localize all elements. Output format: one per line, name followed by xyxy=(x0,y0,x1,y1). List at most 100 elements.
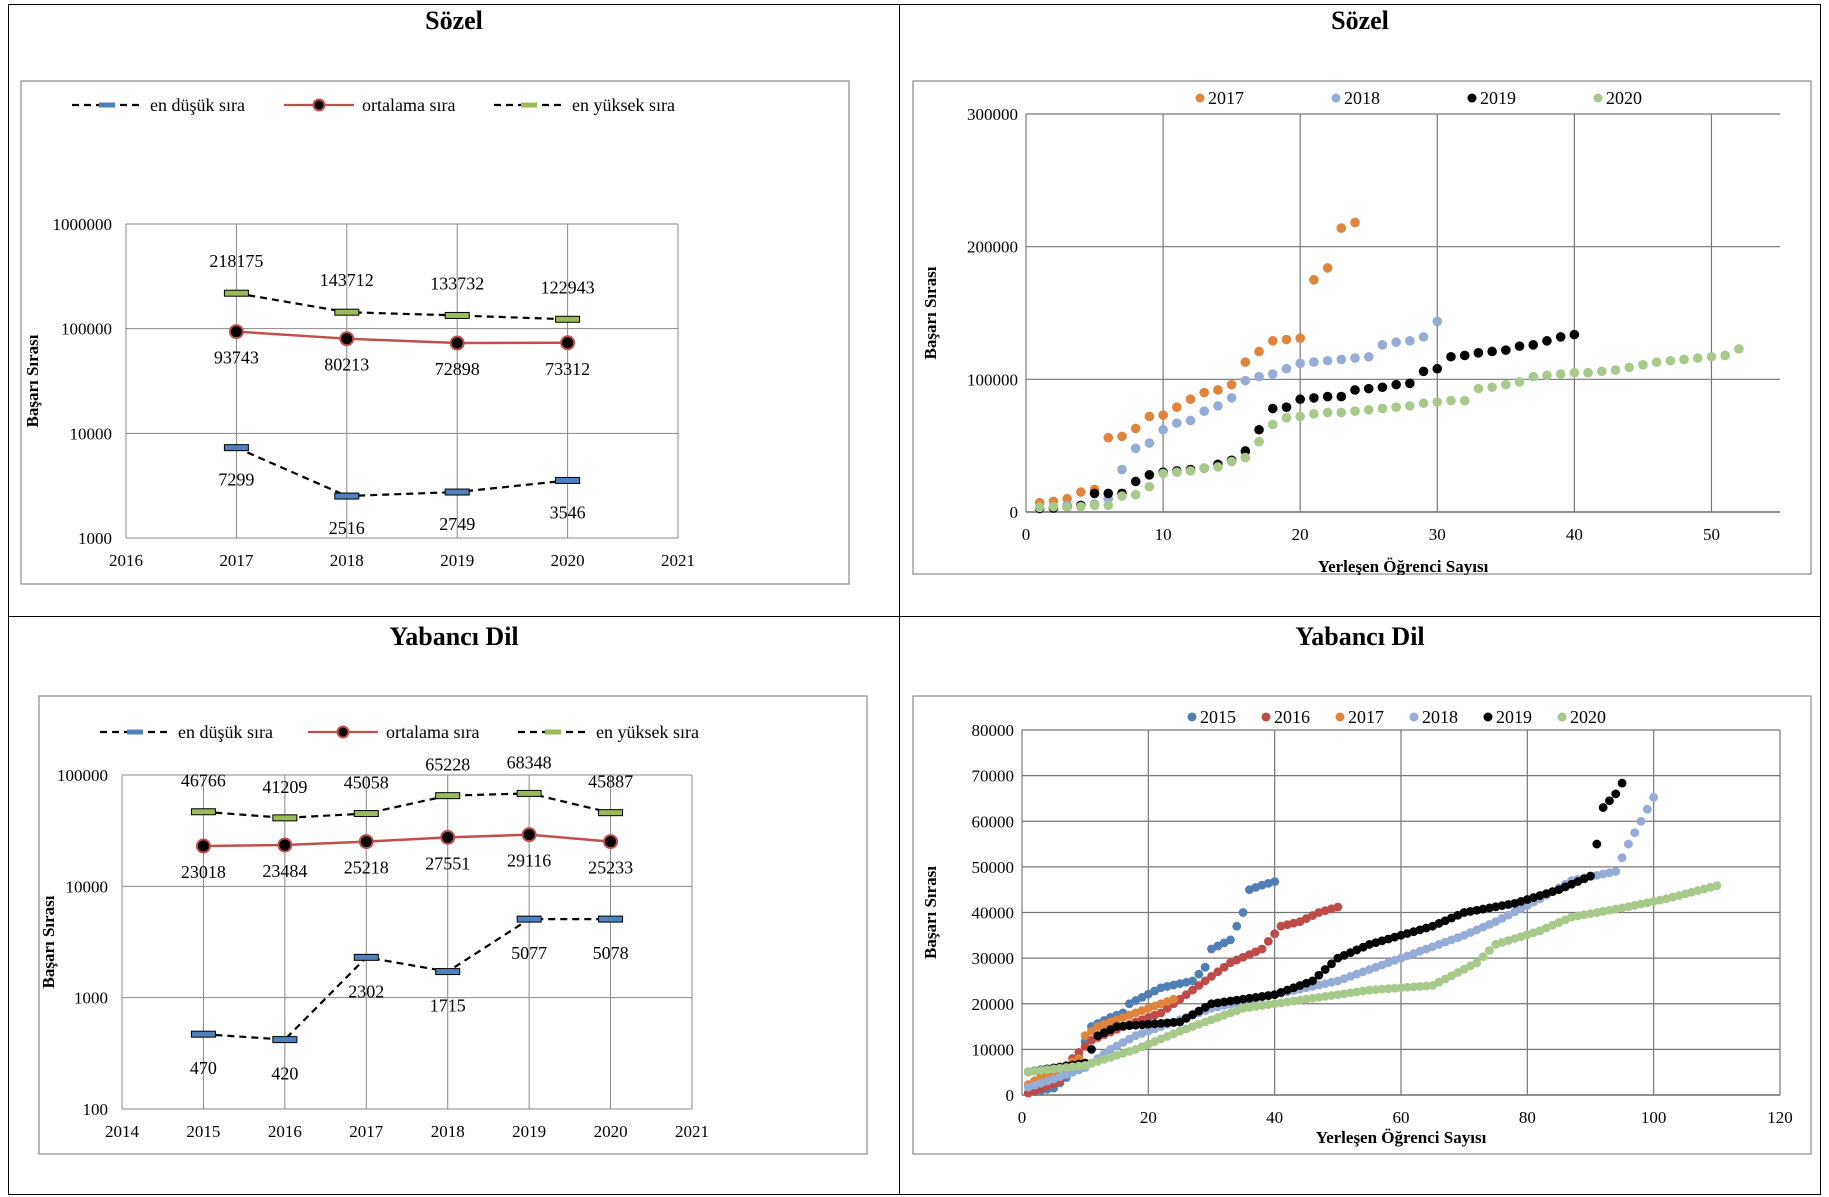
data-point xyxy=(1322,391,1333,402)
data-point xyxy=(1363,351,1374,362)
data-label: 45887 xyxy=(588,772,633,792)
y-tick-label: 60000 xyxy=(972,812,1015,831)
y-tick-label: 100000 xyxy=(61,320,112,339)
data-label: 143712 xyxy=(320,270,374,290)
data-point xyxy=(1720,350,1730,361)
data-point xyxy=(1150,1019,1160,1029)
data-point xyxy=(555,476,581,484)
y-tick-label: 0 xyxy=(1010,503,1019,522)
data-point xyxy=(435,968,461,976)
data-point xyxy=(1624,362,1634,373)
data-point xyxy=(1188,985,1197,995)
data-point xyxy=(190,808,216,816)
data-point xyxy=(1405,378,1415,389)
chart-frame xyxy=(20,80,850,585)
data-point xyxy=(272,1036,298,1044)
legend-marker xyxy=(1483,712,1493,722)
data-point xyxy=(1611,789,1621,799)
data-point xyxy=(1617,853,1627,863)
panel-title-bottom-left: Yabancı Dil xyxy=(389,622,519,651)
legend-marker xyxy=(1335,712,1345,722)
data-point xyxy=(1611,867,1621,876)
data-point xyxy=(1598,803,1608,812)
data-point xyxy=(1528,371,1539,382)
data-point xyxy=(1158,410,1168,420)
data-point xyxy=(1478,952,1488,962)
x-axis-label: Yerleşen Öğrenci Sayısı xyxy=(1318,557,1489,575)
data-point xyxy=(1617,778,1627,788)
data-point xyxy=(1514,341,1525,351)
data-point xyxy=(1371,985,1381,995)
legend-marker xyxy=(127,729,143,735)
legend-label: en yüksek sıra xyxy=(596,722,699,742)
data-point xyxy=(1459,350,1470,361)
data-point xyxy=(1350,353,1360,363)
x-tick-label: 2019 xyxy=(440,551,474,570)
data-label: 93743 xyxy=(214,348,259,368)
data-point xyxy=(1322,407,1333,418)
data-point xyxy=(1363,383,1374,394)
series-line xyxy=(203,833,611,848)
data-point xyxy=(1421,981,1431,991)
series-line xyxy=(236,330,568,345)
data-point xyxy=(1365,985,1374,995)
data-point xyxy=(598,915,624,923)
x-tick-label: 20 xyxy=(1292,525,1309,544)
data-point xyxy=(1363,405,1374,415)
data-point xyxy=(1485,946,1494,955)
data-point xyxy=(1432,363,1443,374)
legend-label: 2019 xyxy=(1496,707,1532,727)
data-point xyxy=(1418,366,1429,377)
legend-marker xyxy=(1557,712,1567,722)
y-tick-label: 100000 xyxy=(57,766,108,785)
data-point xyxy=(1295,358,1305,369)
y-tick-label: 300000 xyxy=(967,105,1018,124)
data-point xyxy=(1377,382,1388,393)
chart-frame xyxy=(38,695,868,1155)
data-point xyxy=(1188,976,1197,986)
data-point xyxy=(1610,365,1621,375)
data-point xyxy=(435,792,461,800)
data-point xyxy=(1336,223,1347,233)
data-point xyxy=(1501,379,1511,390)
data-point xyxy=(1263,936,1273,946)
x-tick-label: 2021 xyxy=(661,551,695,570)
data-point xyxy=(1432,397,1443,407)
data-point xyxy=(1630,828,1640,838)
y-tick-label: 0 xyxy=(1006,1086,1015,1105)
data-point xyxy=(1232,921,1242,931)
y-tick-label: 1000000 xyxy=(53,215,113,234)
yabanci-dil-line-chart: 100 1000 10000 100000 2014 2015 2016 2017 2018 20… xyxy=(38,695,868,1155)
x-tick-label: 2017 xyxy=(349,1122,384,1141)
x-tick-label: 0 xyxy=(1018,1108,1027,1127)
data-point xyxy=(1137,1020,1147,1030)
data-point xyxy=(1459,395,1470,406)
data-point xyxy=(1172,418,1182,428)
sozel-scatter-chart: 0 100000 200000 300000 0 10 20 30 40 50 Yerleşen Ö… xyxy=(912,80,1812,575)
y-tick-label: 40000 xyxy=(972,904,1015,923)
y-tick-label: 100000 xyxy=(967,370,1018,389)
data-point xyxy=(1679,354,1689,365)
data-point xyxy=(1569,329,1580,340)
x-tick-label: 2018 xyxy=(431,1122,465,1141)
x-tick-label: 2021 xyxy=(675,1122,709,1141)
data-point xyxy=(1336,407,1347,418)
data-point xyxy=(1555,332,1566,342)
data-point xyxy=(1172,467,1182,478)
data-point xyxy=(1377,403,1388,414)
data-label: 122943 xyxy=(541,277,595,297)
data-point xyxy=(1712,881,1722,891)
legend-marker xyxy=(1195,93,1205,103)
data-point xyxy=(1270,877,1280,887)
data-point xyxy=(1472,958,1482,968)
data-point xyxy=(603,834,619,850)
data-point xyxy=(1185,394,1196,405)
data-point xyxy=(272,814,298,822)
data-point xyxy=(1281,363,1292,374)
data-label: 80213 xyxy=(324,355,369,375)
data-point xyxy=(1162,1018,1172,1028)
legend-marker xyxy=(312,98,326,112)
data-point xyxy=(1592,839,1602,849)
x-tick-label: 40 xyxy=(1266,1108,1283,1127)
data-label: 1715 xyxy=(430,996,466,1016)
